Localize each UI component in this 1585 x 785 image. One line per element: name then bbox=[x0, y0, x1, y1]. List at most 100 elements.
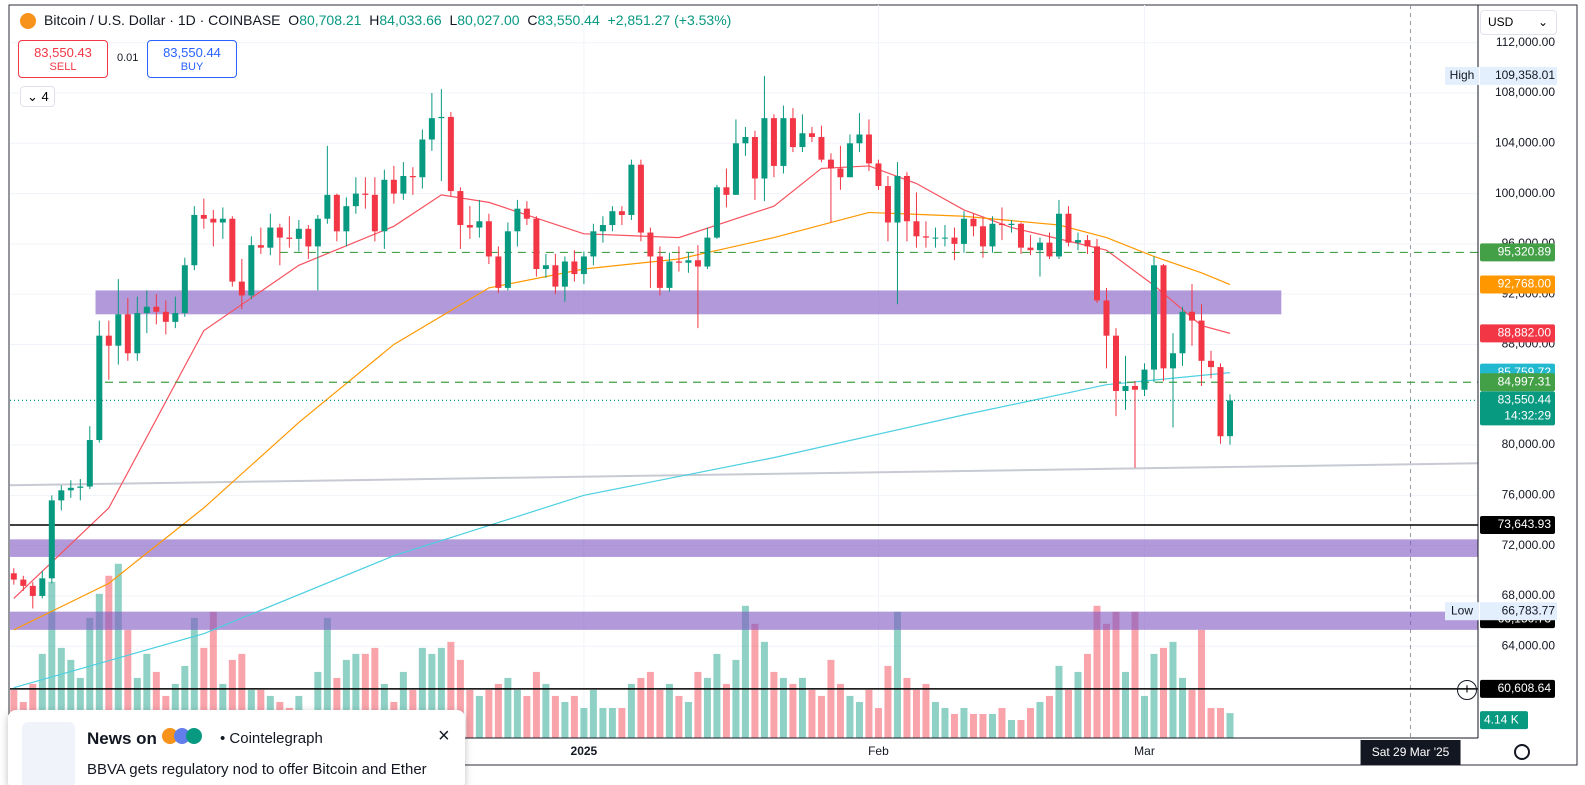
candle-body bbox=[552, 265, 559, 287]
volume-bar bbox=[1178, 677, 1186, 738]
volume-bar bbox=[314, 671, 322, 738]
price-tag-label: 73,643.93 bbox=[1498, 517, 1552, 531]
candle-body bbox=[922, 236, 929, 238]
volume-bar bbox=[399, 671, 407, 738]
candle-body bbox=[514, 208, 521, 232]
moving-average bbox=[13, 211, 1231, 631]
y-tick-label: 100,000.00 bbox=[1495, 186, 1555, 200]
candle-body bbox=[808, 133, 815, 138]
high-value: 84,033.66 bbox=[379, 12, 442, 28]
candle-body bbox=[979, 226, 986, 247]
candle-body bbox=[732, 143, 739, 195]
volume-bar bbox=[1198, 629, 1206, 738]
volume-bar bbox=[684, 701, 692, 738]
price-tag-label: 92,768.00 bbox=[1498, 277, 1552, 291]
volume-bar bbox=[1150, 653, 1158, 738]
volume-bar bbox=[105, 575, 113, 738]
candle-body bbox=[1017, 223, 1024, 248]
candle-body bbox=[1150, 265, 1157, 370]
volume-bar bbox=[181, 665, 189, 738]
news-headline[interactable]: BBVA gets regulatory nod to offer Bitcoi… bbox=[87, 761, 427, 778]
candle-body bbox=[428, 118, 435, 140]
sell-button[interactable]: 83,550.43 SELL bbox=[18, 40, 108, 78]
candle-body bbox=[362, 193, 369, 195]
y-tick-label: 104,000.00 bbox=[1495, 135, 1555, 149]
add-button[interactable]: + bbox=[1457, 680, 1477, 700]
volume-bar bbox=[190, 617, 198, 738]
x-tick-label: Feb bbox=[868, 744, 889, 758]
candle-body bbox=[248, 245, 255, 296]
price-tag bbox=[1480, 243, 1555, 262]
candle-body bbox=[495, 256, 502, 288]
candle-body bbox=[523, 208, 530, 219]
candle-body bbox=[115, 314, 122, 346]
candle-body bbox=[913, 221, 920, 237]
volume-bar bbox=[333, 677, 341, 738]
volume-bar bbox=[713, 653, 721, 738]
volume-bar bbox=[447, 641, 455, 738]
candle-body bbox=[571, 261, 578, 275]
candle-body bbox=[533, 218, 540, 270]
candle-body bbox=[276, 227, 283, 238]
symbol-legend: Bitcoin / U.S. Dollar · 1D · COINBASE O8… bbox=[44, 12, 731, 28]
candle-body bbox=[1112, 335, 1119, 391]
candle-body bbox=[1189, 311, 1196, 321]
news-close[interactable]: × bbox=[438, 725, 450, 747]
candle-body bbox=[742, 137, 749, 144]
extreme-title: Low bbox=[1451, 603, 1473, 617]
volume-bar bbox=[1217, 707, 1225, 738]
candle-body bbox=[780, 118, 787, 166]
candle-body bbox=[438, 116, 445, 119]
volume-bar bbox=[437, 647, 445, 738]
y-tick-label: 72,000.00 bbox=[1502, 538, 1556, 552]
buy-button[interactable]: 83,550.44 BUY bbox=[147, 40, 237, 78]
candle-body bbox=[1036, 242, 1043, 251]
extreme-tag bbox=[1480, 66, 1557, 85]
candle-body bbox=[799, 133, 806, 148]
candle-body bbox=[1217, 367, 1224, 437]
candle-body bbox=[324, 194, 331, 219]
buy-label: BUY bbox=[180, 61, 204, 73]
extreme-label: 109,358.01 bbox=[1495, 68, 1555, 82]
volume-bar bbox=[485, 689, 493, 738]
volume-bar bbox=[542, 683, 550, 738]
candle-body bbox=[191, 214, 198, 266]
candle-body bbox=[856, 134, 863, 144]
volume-bar bbox=[874, 707, 882, 738]
candle-body bbox=[941, 237, 948, 239]
candle-body bbox=[1141, 369, 1148, 390]
x-tick-label: Mar bbox=[1134, 744, 1155, 758]
low-value: 80,027.00 bbox=[457, 12, 520, 28]
news-title: News on bbox=[87, 729, 157, 748]
y-tick-label: 108,000.00 bbox=[1495, 85, 1555, 99]
volume-bar bbox=[1131, 611, 1139, 738]
candle-body bbox=[675, 261, 682, 263]
currency-select[interactable]: USD ⌄ bbox=[1480, 10, 1557, 35]
news-popup[interactable]: News on • Cointelegraph × BBVA gets regu… bbox=[8, 710, 465, 785]
price-tag-label: 84,997.31 bbox=[1498, 374, 1552, 388]
candle-body bbox=[400, 175, 407, 194]
volume-bar bbox=[114, 563, 122, 738]
volume-bar bbox=[903, 677, 911, 738]
candle-body bbox=[105, 335, 112, 346]
candle-body bbox=[162, 311, 169, 322]
candle-body bbox=[723, 187, 730, 195]
candle-body bbox=[713, 187, 720, 238]
candle-body bbox=[1227, 400, 1234, 437]
volume-bar bbox=[1045, 695, 1053, 738]
price-tag-label: 60,608.64 bbox=[1498, 681, 1552, 695]
volume-bar bbox=[1036, 701, 1044, 738]
extreme-label: 66,783.77 bbox=[1502, 603, 1556, 617]
volume-bar bbox=[941, 707, 949, 738]
settings-button[interactable] bbox=[1514, 744, 1530, 760]
price-tag bbox=[1480, 391, 1555, 426]
volume-bar bbox=[352, 653, 360, 738]
extreme-badge bbox=[1445, 66, 1479, 85]
volume-bar bbox=[1140, 695, 1148, 738]
indicators-toggle[interactable]: ⌄ 4 bbox=[20, 86, 55, 107]
candle-body bbox=[1103, 300, 1110, 336]
volume-bar bbox=[665, 683, 673, 738]
candle-body bbox=[10, 573, 17, 580]
price-tag bbox=[1480, 275, 1555, 294]
trendline bbox=[10, 462, 1478, 487]
